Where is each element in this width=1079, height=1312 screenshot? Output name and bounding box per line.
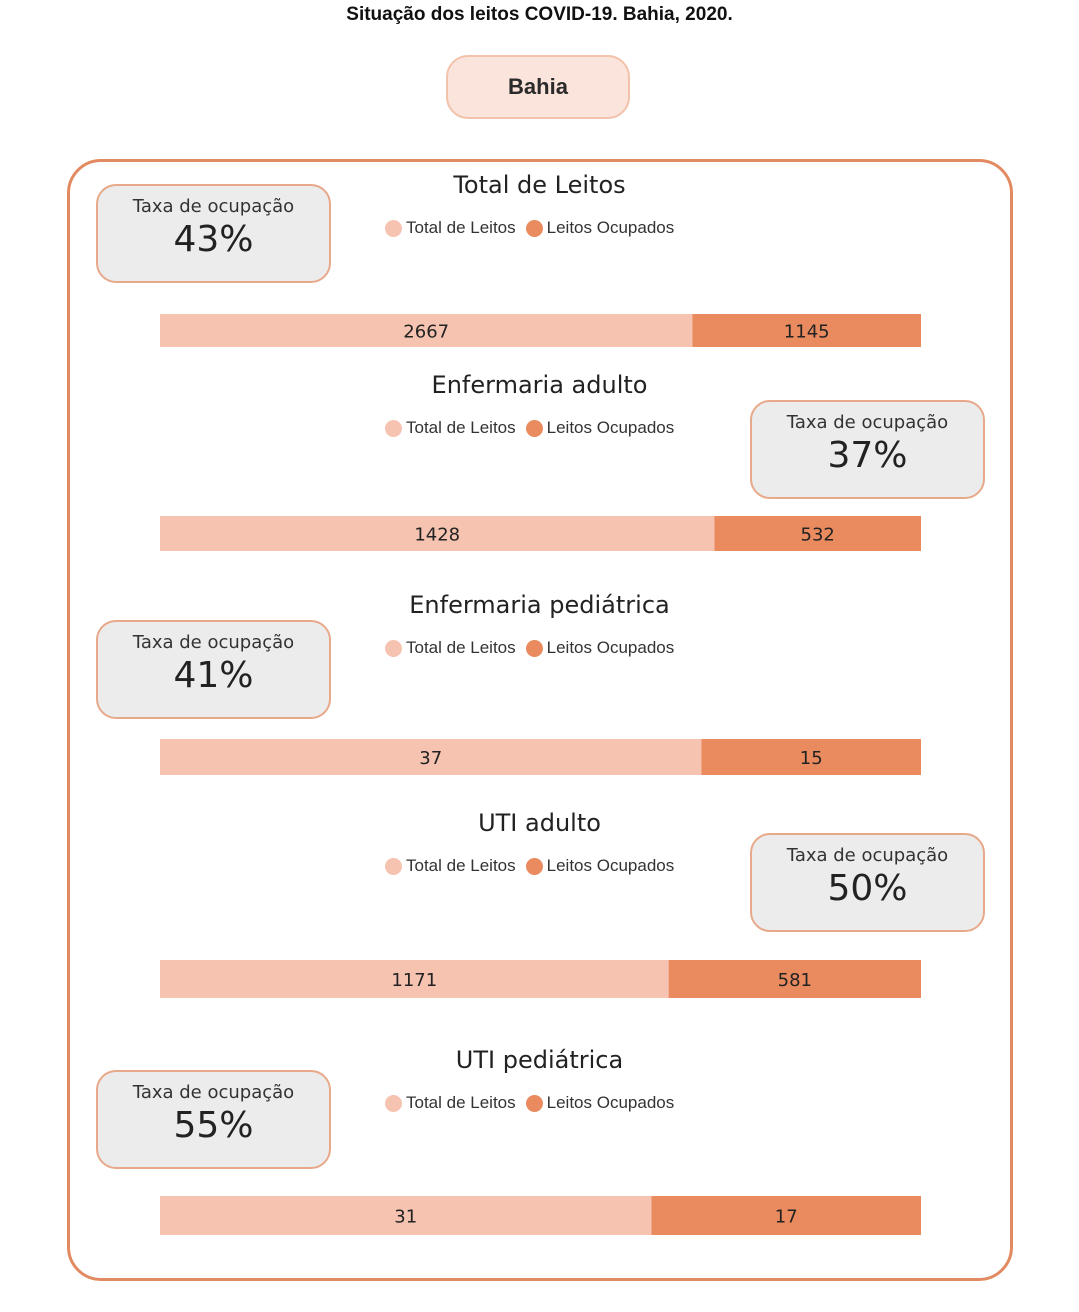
legend-label-occupied: Leitos Ocupados: [546, 856, 675, 875]
legend-label-total: Total de Leitos: [406, 638, 516, 657]
bar-total-leitos[interactable]: [160, 1196, 652, 1235]
legend-dot-occupied: [525, 639, 543, 657]
legend-item-total: Total de Leitos: [385, 856, 516, 876]
legend-item-occupied: Leitos Ocupados: [525, 218, 675, 238]
chart-legend: Total de Leitos Leitos Ocupados: [385, 638, 684, 658]
bar-leitos-ocupados[interactable]: [668, 960, 921, 998]
bar-label-leitos-ocupados: 17: [775, 1207, 798, 1228]
bar-label-leitos-ocupados: 532: [801, 525, 835, 546]
occupancy-rate-value: 55%: [173, 1105, 254, 1146]
occupancy-rate-value: 50%: [827, 868, 908, 909]
occupancy-rate-label: Taxa de ocupação: [132, 196, 295, 217]
legend-item-occupied: Leitos Ocupados: [525, 1093, 675, 1113]
chart-legend: Total de Leitos Leitos Ocupados: [385, 856, 684, 876]
occupancy-rate-label: Taxa de ocupação: [786, 845, 949, 866]
chart-title: Total de Leitos: [453, 171, 626, 199]
bar-leitos-ocupados[interactable]: [701, 739, 921, 775]
occupancy-rate-value: 41%: [173, 655, 254, 696]
bar-label-leitos-ocupados: 15: [800, 748, 823, 769]
legend-label-total: Total de Leitos: [406, 418, 516, 437]
legend-label-total: Total de Leitos: [406, 218, 516, 237]
occupancy-rate-card: Taxa de ocupação 43%: [96, 184, 331, 283]
bar-label-total-leitos: 37: [419, 748, 442, 769]
legend-label-occupied: Leitos Ocupados: [546, 218, 675, 237]
legend-dot-total: [385, 1094, 402, 1112]
legend-item-occupied: Leitos Ocupados: [525, 638, 675, 658]
bar-total-leitos[interactable]: [160, 516, 715, 551]
legend-item-total: Total de Leitos: [385, 418, 516, 438]
bar-total-leitos[interactable]: [160, 960, 669, 998]
occupancy-rate-card: Taxa de ocupação 55%: [96, 1070, 331, 1169]
page-title: Situação dos leitos COVID-19. Bahia, 202…: [346, 4, 733, 25]
stacked-bar-chart: 31 17: [160, 1196, 921, 1235]
occupancy-rate-card: Taxa de ocupação 37%: [750, 400, 985, 499]
legend-item-occupied: Leitos Ocupados: [525, 856, 675, 876]
chart-title: UTI pediátrica: [455, 1046, 624, 1074]
stacked-bar-chart: 37 15: [160, 739, 921, 775]
legend-label-total: Total de Leitos: [406, 1093, 516, 1112]
legend-item-occupied: Leitos Ocupados: [525, 418, 675, 438]
legend-label-occupied: Leitos Ocupados: [546, 418, 675, 437]
bar-total-leitos[interactable]: [160, 739, 702, 775]
legend-dot-total: [385, 639, 402, 657]
occupancy-rate-value: 37%: [827, 435, 908, 476]
charts-panel: [67, 159, 1013, 1281]
legend-dot-total: [385, 419, 402, 437]
occupancy-rate-card: Taxa de ocupação 41%: [96, 620, 331, 719]
occupancy-rate-label: Taxa de ocupação: [132, 632, 295, 653]
legend-dot-occupied: [525, 419, 543, 437]
legend-label-occupied: Leitos Ocupados: [546, 1093, 675, 1112]
stacked-bar-chart: 1171 581: [160, 960, 921, 998]
legend-item-total: Total de Leitos: [385, 218, 516, 238]
legend-label-occupied: Leitos Ocupados: [546, 638, 675, 657]
occupancy-rate-card: Taxa de ocupação 50%: [750, 833, 985, 932]
bar-leitos-ocupados[interactable]: [651, 1196, 921, 1235]
bar-label-total-leitos: 2667: [403, 322, 449, 343]
chart-legend: Total de Leitos Leitos Ocupados: [385, 418, 684, 438]
bar-label-leitos-ocupados: 581: [778, 970, 812, 991]
legend-dot-occupied: [525, 1094, 543, 1112]
bar-leitos-ocupados[interactable]: [692, 314, 921, 347]
bar-label-total-leitos: 1428: [414, 525, 460, 546]
chart-legend: Total de Leitos Leitos Ocupados: [385, 1093, 684, 1113]
legend-dot-total: [385, 857, 402, 875]
occupancy-rate-label: Taxa de ocupação: [132, 1082, 295, 1103]
bar-label-total-leitos: 31: [394, 1207, 417, 1228]
chart-legend: Total de Leitos Leitos Ocupados: [385, 218, 684, 238]
chart-title: Enfermaria pediátrica: [409, 591, 670, 619]
occupancy-rate-label: Taxa de ocupação: [786, 412, 949, 433]
chart-title: Enfermaria adulto: [431, 371, 648, 399]
legend-dot-occupied: [525, 857, 543, 875]
bar-label-total-leitos: 1171: [391, 970, 437, 991]
region-filter-button[interactable]: Bahia: [446, 55, 630, 119]
stacked-bar-chart: 1428 532: [160, 516, 921, 551]
bar-label-leitos-ocupados: 1145: [784, 322, 830, 343]
bar-total-leitos[interactable]: [160, 314, 693, 347]
legend-dot-total: [385, 219, 402, 237]
occupancy-rate-value: 43%: [173, 219, 254, 260]
legend-item-total: Total de Leitos: [385, 1093, 516, 1113]
legend-label-total: Total de Leitos: [406, 856, 516, 875]
bar-leitos-ocupados[interactable]: [714, 516, 921, 551]
chart-title: UTI adulto: [478, 809, 601, 837]
stacked-bar-chart: 2667 1145: [160, 314, 921, 347]
legend-dot-occupied: [525, 219, 543, 237]
legend-item-total: Total de Leitos: [385, 638, 516, 658]
